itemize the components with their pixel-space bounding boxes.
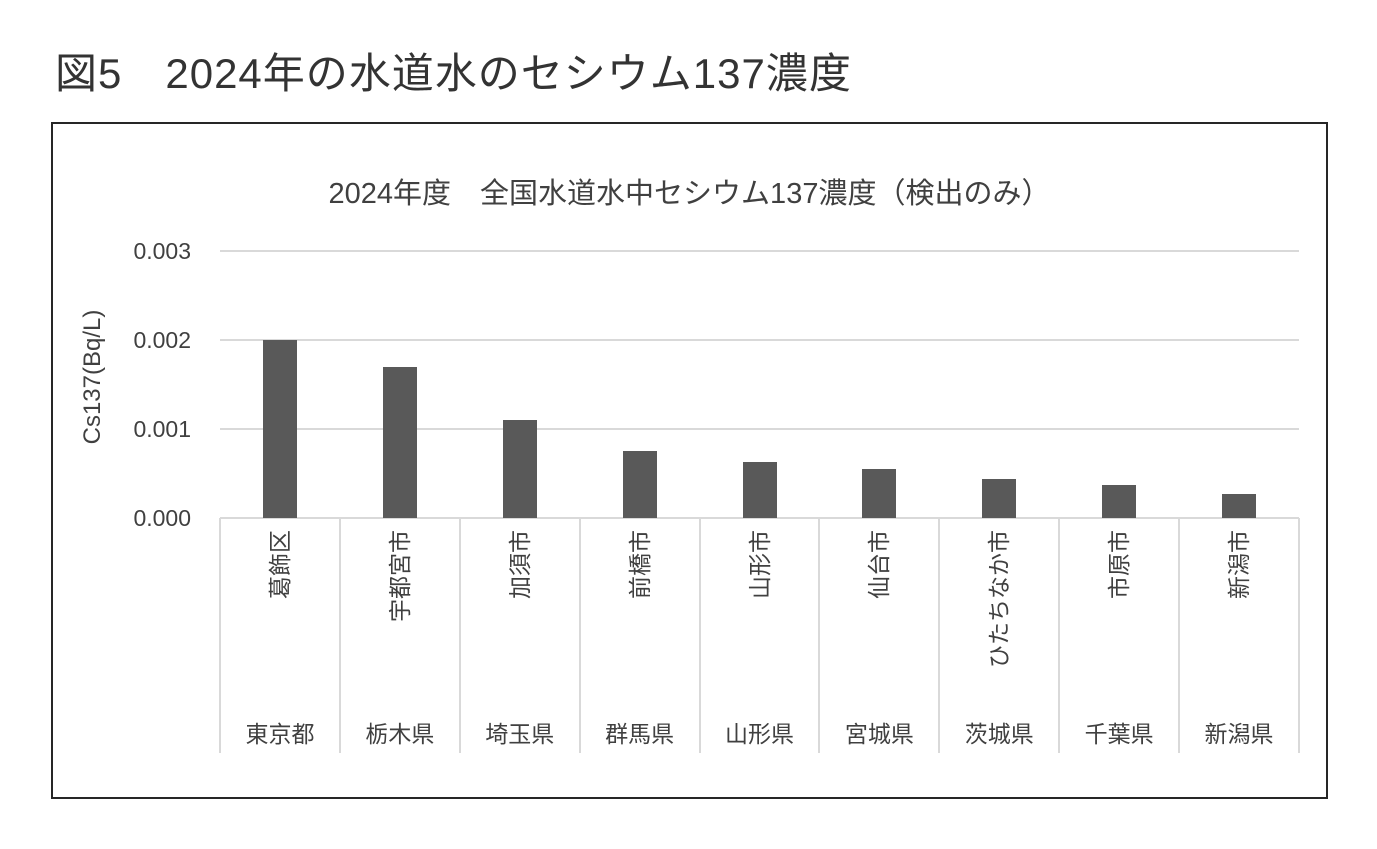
- x-axis-line: [220, 517, 1299, 519]
- category-divider: [338, 518, 341, 753]
- city-label: 加須市: [506, 530, 533, 599]
- prefecture-label: 東京都: [245, 721, 315, 747]
- gridline: [220, 250, 1299, 252]
- city-label: ひたちなか市: [986, 530, 1013, 668]
- prefecture-label: 茨城県: [964, 721, 1034, 747]
- gridline: [220, 428, 1299, 430]
- city-label: 山形市: [746, 530, 773, 599]
- category-divider: [578, 518, 581, 753]
- prefecture-label: 群馬県: [605, 721, 675, 747]
- bar: [862, 469, 897, 518]
- city-label: 新潟市: [1226, 530, 1253, 599]
- y-tick-label: 0.002: [133, 327, 191, 353]
- category-divider: [458, 518, 461, 753]
- y-tick-label: 0.001: [133, 416, 191, 442]
- category-divider: [938, 518, 941, 753]
- bar: [1102, 485, 1137, 518]
- page-title: 図5 2024年の水道水のセシウム137濃度: [55, 50, 852, 97]
- y-tick-label: 0.000: [133, 505, 191, 531]
- prefecture-label: 栃木県: [365, 721, 435, 747]
- city-label: 葛飾区: [266, 530, 293, 599]
- y-axis-title: Cs137(Bq/L): [79, 309, 106, 445]
- category-divider: [1298, 518, 1300, 753]
- category-divider: [219, 518, 221, 753]
- category-divider: [698, 518, 701, 753]
- gridline: [220, 339, 1299, 341]
- city-label: 市原市: [1106, 530, 1133, 599]
- category-divider: [818, 518, 821, 753]
- bar: [262, 340, 297, 518]
- chart-container: 2024年度 全国水道水中セシウム137濃度（検出のみ） Cs137(Bq/L)…: [51, 122, 1328, 799]
- prefecture-label: 埼玉県: [485, 721, 555, 747]
- bar: [502, 420, 537, 518]
- prefecture-label: 新潟県: [1204, 721, 1274, 747]
- city-label: 前橋市: [626, 530, 653, 599]
- prefecture-label: 宮城県: [844, 721, 914, 747]
- bar: [622, 451, 657, 518]
- bar: [382, 366, 417, 518]
- prefecture-label: 山形県: [724, 721, 794, 747]
- prefecture-label: 千葉県: [1084, 721, 1154, 747]
- category-divider: [1178, 518, 1181, 753]
- bar: [742, 461, 777, 518]
- city-label: 宇都宮市: [386, 530, 413, 622]
- bar: [982, 478, 1017, 518]
- city-label: 仙台市: [866, 530, 893, 599]
- y-tick-label: 0.003: [133, 238, 191, 264]
- bar: [1222, 493, 1257, 518]
- chart-title: 2024年度 全国水道水中セシウム137濃度（検出のみ）: [328, 178, 1051, 210]
- category-divider: [1058, 518, 1061, 753]
